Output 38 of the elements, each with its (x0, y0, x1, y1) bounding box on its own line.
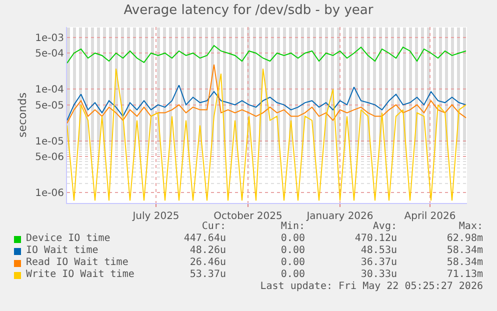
chart-title: Average latency for /dev/sdb - by year (124, 2, 374, 18)
text: Cur: (202, 221, 226, 233)
y-tick-label: 1e-05 (35, 136, 64, 148)
text: 0.00 (280, 257, 305, 269)
text: 26.46u (190, 257, 226, 269)
text: 62.98m (446, 233, 483, 245)
y-tick-label: 1e-03 (35, 33, 64, 44)
text: 30.33u (360, 269, 397, 281)
y-tick-label: 5e-04 (35, 48, 64, 60)
y-tick-label: 5e-05 (35, 100, 64, 112)
text: Avg: (372, 221, 397, 233)
text: 0.00 (280, 245, 305, 257)
text: 71.13m (446, 269, 483, 281)
text: 0.00 (280, 269, 305, 281)
legend-label: Write IO Wait time (26, 269, 134, 281)
text: 58.34m (446, 245, 483, 257)
text: 58.34m (446, 257, 483, 269)
text: Max: (458, 221, 483, 233)
y-tick-label: 1e-04 (35, 84, 64, 96)
text: 48.26u (190, 245, 226, 257)
x-tick-label: January 2026 (306, 211, 374, 222)
y-tick-label: 1e-06 (35, 188, 64, 200)
text: 470.12u (354, 233, 397, 245)
x-tick-label: October 2025 (214, 211, 282, 222)
text: 447.64u (184, 233, 226, 245)
legend-label: Read IO Wait time (26, 257, 128, 269)
x-tick-label: July 2025 (132, 211, 180, 222)
y-axis-title: seconds (16, 92, 29, 138)
legend-label: Device IO time (26, 233, 110, 245)
text: 53.37u (190, 269, 226, 281)
text: 0.00 (280, 233, 305, 245)
text: 36.37u (360, 257, 397, 269)
y-tick-label: 5e-06 (35, 152, 64, 163)
text: 48.53u (360, 245, 397, 257)
x-tick-label: April 2026 (404, 211, 456, 222)
text: Last update: Fri May 22 05:25:27 2026 (260, 281, 483, 293)
legend-label: IO Wait time (26, 245, 98, 257)
text: Min: (280, 221, 305, 233)
